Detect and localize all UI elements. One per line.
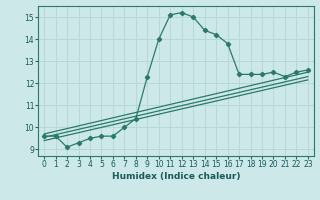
X-axis label: Humidex (Indice chaleur): Humidex (Indice chaleur) [112,172,240,181]
